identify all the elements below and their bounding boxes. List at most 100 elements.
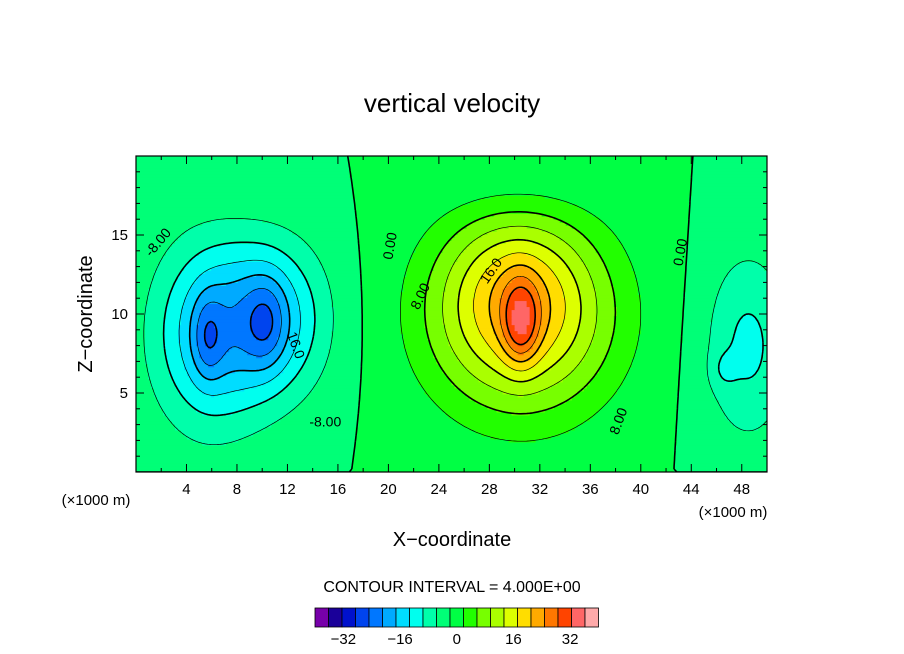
contour-fill-cell (424, 294, 444, 299)
contour-fill-cell (283, 366, 302, 371)
contour-fill-cell (235, 303, 260, 308)
contour-fill-cell (733, 423, 762, 428)
contour-fill-cell (160, 405, 194, 410)
contour-fill-cell (688, 198, 767, 202)
contour-fill-cell (541, 357, 561, 362)
contour-fill-cell (565, 300, 582, 305)
contour-fill-cell (361, 321, 402, 326)
contour-fill-cell (331, 297, 362, 302)
contour-fill-cell (361, 300, 402, 305)
contour-fill-cell (682, 321, 711, 326)
contour-fill-cell (496, 333, 504, 338)
contour-fill-cell (334, 324, 362, 329)
contour-fill-cell (685, 270, 729, 274)
contour-fill-cell (355, 441, 678, 446)
colorbar-swatch (341, 607, 356, 628)
contour-fill-cell (676, 399, 720, 404)
contour-fill-cell (313, 324, 335, 329)
contour-fill-cell (457, 294, 477, 299)
contour-fill-cell (481, 252, 513, 256)
contour-fill-cell (178, 387, 200, 392)
contour-fill-cell (457, 297, 474, 302)
contour-fill-cell (493, 327, 504, 332)
contour-fill-cell (493, 351, 507, 356)
contour-fill-cell (211, 267, 281, 271)
contour-fill-cell (136, 186, 353, 190)
contour-fill-cell (538, 333, 546, 338)
contour-fill-cell (193, 405, 251, 410)
contour-fill-cell (190, 330, 197, 335)
contour-fill-cell (502, 255, 537, 259)
contour-fill-cell (712, 306, 767, 311)
contour-fill-cell (460, 204, 579, 208)
contour-fill-cell (406, 270, 432, 274)
contour-fill-cell (289, 360, 305, 365)
contour-fill-cell (724, 276, 767, 280)
contour-fill-cell (157, 264, 185, 268)
contour-fill-cell (328, 348, 362, 353)
contour-fill-cell (511, 279, 531, 283)
contour-fill-cell (205, 288, 254, 293)
contour-fill-cell (328, 276, 362, 280)
contour-fill-cell (358, 411, 447, 416)
contour-fill-cell (280, 306, 290, 311)
contour-fill-cell (136, 327, 146, 332)
contour-fill-cell (196, 327, 206, 332)
contour-fill-cell (283, 414, 359, 419)
contour-fill-cell (715, 303, 767, 308)
contour-fill-cell (301, 366, 326, 371)
contour-fill-cell (151, 378, 173, 383)
contour-fill-cell (466, 366, 492, 371)
contour-fill-cell (166, 312, 182, 317)
contour-fill-cell (361, 288, 405, 293)
contour-fill-cell (358, 408, 444, 413)
contour-fill-cell (751, 375, 767, 380)
contour-fill-cell (601, 258, 630, 262)
contour-fill-cell (526, 264, 549, 268)
contour-fill-cell (481, 273, 504, 277)
contour-fill-cell (613, 333, 639, 338)
contour-fill-cell (250, 405, 296, 410)
contour-fill-cell (709, 381, 767, 386)
contour-fill-cell (502, 273, 540, 277)
contour-fill-cell (535, 306, 543, 311)
contour-fill-cell (136, 258, 161, 262)
contour-line (143, 218, 767, 446)
contour-fill-cell (421, 384, 456, 389)
contour-fill-cell (406, 348, 435, 353)
contour-fill-cell (682, 324, 711, 329)
contour-fill-cell (418, 243, 447, 247)
contour-fill-cell (196, 342, 206, 347)
contour-fill-cell (475, 312, 492, 317)
contour-fill-cell (172, 420, 275, 425)
contour-fill-cell (403, 333, 429, 338)
contour-fill-cell (736, 327, 762, 332)
contour-fill-cell (469, 345, 492, 350)
contour-fill-cell (400, 303, 426, 308)
contour-fill-cell (529, 306, 537, 311)
contour-fill-cell (562, 354, 585, 359)
contour-fill-cell (202, 372, 227, 377)
contour-fill-cell (361, 351, 408, 356)
contour-fill-cell (490, 435, 552, 440)
contour-fill-cell (469, 267, 489, 271)
contour-fill-cell (469, 342, 489, 347)
contour-fill-cell (136, 306, 146, 311)
contour-fill-cell (202, 357, 221, 362)
contour-fill-cell (403, 288, 429, 293)
contour-fill-cell (559, 402, 606, 407)
contour-fill-cell (205, 333, 218, 338)
contour-fill-cell (163, 345, 182, 350)
contour-fill-cell (193, 351, 200, 356)
contour-fill-cell (487, 363, 507, 368)
contour-fill-cell (538, 327, 549, 332)
contour-fill-cell (313, 300, 332, 305)
contour-fill-cell (427, 393, 468, 398)
contour-fill-cell (136, 408, 164, 413)
contour-fill-cell (466, 273, 483, 277)
contour-fill-cell (274, 345, 284, 350)
contour-fill-cell (475, 294, 492, 299)
contour-fill-cell (286, 273, 305, 277)
contour-fill-cell (136, 279, 152, 283)
contour-fill-cell (136, 156, 350, 160)
